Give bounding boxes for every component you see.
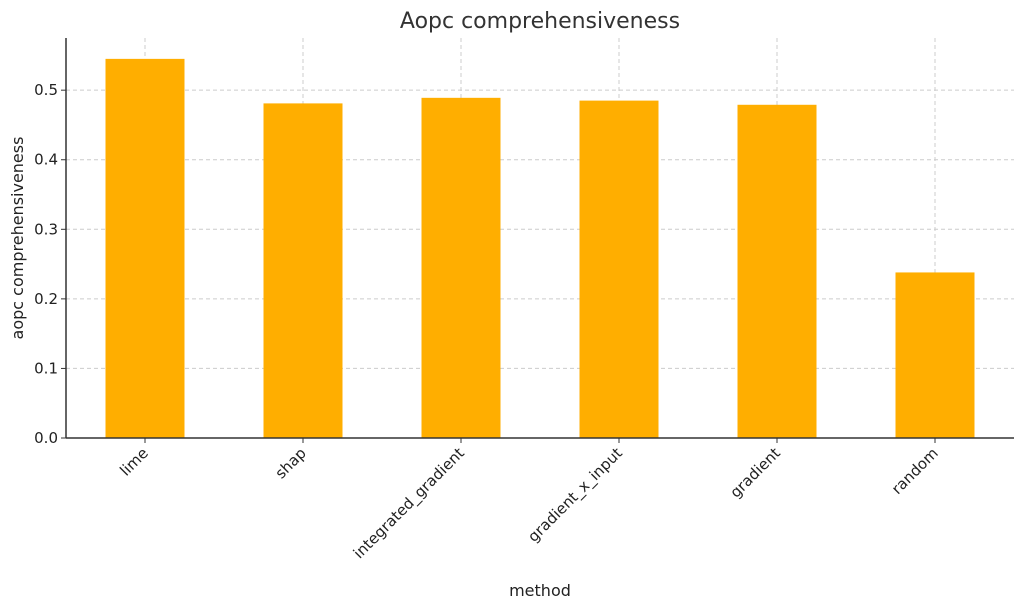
bar-integrated_gradient — [421, 97, 501, 439]
y-tick-label: 0.2 — [34, 290, 58, 308]
chart-title: Aopc comprehensiveness — [400, 9, 680, 34]
x-ticks: lime shap integrated_gradient gradient_x_in… — [116, 438, 942, 563]
y-ticks: 0.0 0.1 0.2 0.3 0.4 0.5 — [34, 81, 66, 447]
bars-layer — [105, 58, 975, 439]
y-tick-label: 0.0 — [34, 429, 58, 447]
y-tick-label: 0.3 — [34, 220, 58, 238]
x-tick-label: gradient — [726, 444, 783, 501]
x-tick-label: random — [888, 444, 942, 498]
bar-gradient_x_input — [579, 100, 659, 438]
x-tick-label: shap — [272, 444, 310, 482]
axes-layer — [65, 38, 1014, 439]
x-tick-label: lime — [116, 444, 151, 479]
y-tick-label: 0.5 — [34, 81, 58, 99]
x-tick-label: integrated_gradient — [350, 444, 469, 563]
bar-lime — [105, 58, 185, 438]
bar-shap — [263, 103, 343, 439]
bar-random — [895, 272, 975, 438]
y-tick-label: 0.1 — [34, 359, 58, 377]
y-tick-label: 0.4 — [34, 151, 58, 169]
x-axis-label: method — [509, 581, 571, 600]
y-axis-label: aopc comprehensiveness — [8, 137, 27, 340]
grid-layer — [66, 38, 1014, 438]
bar-gradient — [737, 104, 817, 439]
x-tick-label: gradient_x_input — [524, 444, 626, 546]
